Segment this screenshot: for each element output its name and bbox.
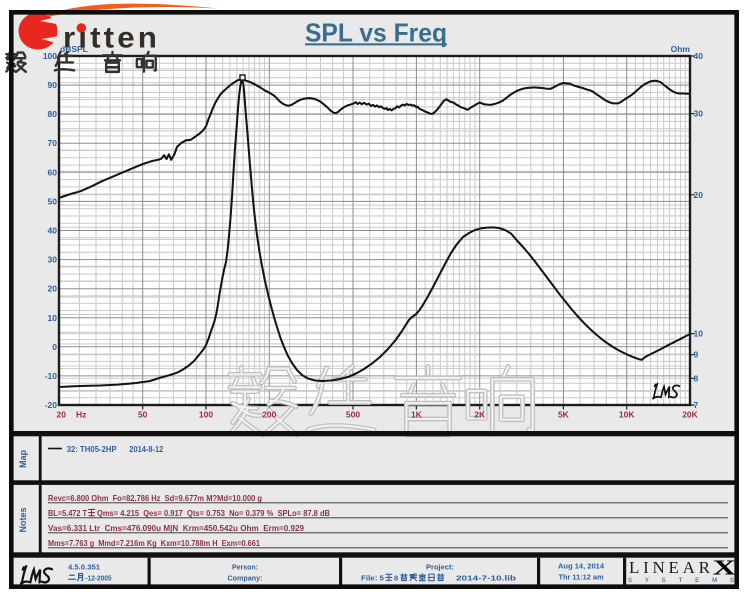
svg-text:20: 20 <box>57 409 67 419</box>
svg-text:Hz: Hz <box>76 409 86 419</box>
svg-text:500: 500 <box>346 409 360 419</box>
svg-text:9: 9 <box>694 350 699 360</box>
svg-text:70: 70 <box>48 138 58 148</box>
svg-text:40: 40 <box>48 226 58 236</box>
svg-text:Ohm: Ohm <box>671 44 691 54</box>
svg-text:80: 80 <box>48 109 58 119</box>
svg-text:40: 40 <box>694 51 704 61</box>
svg-text:dBSPL: dBSPL <box>60 44 88 54</box>
svg-text:32: TH05-2HP: 32: TH05-2HP <box>67 444 117 454</box>
svg-text:Map: Map <box>18 449 28 468</box>
svg-text:200: 200 <box>262 409 276 419</box>
svg-text:5K: 5K <box>558 409 570 419</box>
svg-text:50: 50 <box>138 409 148 419</box>
svg-text:8: 8 <box>394 574 398 583</box>
svg-text:20: 20 <box>694 190 704 200</box>
svg-text:Vas=6.331 Ltr Cms=476.090u M|: Vas=6.331 Ltr Cms=476.090u M|N Krm=450.5… <box>48 523 304 533</box>
svg-text:X: X <box>713 556 737 580</box>
svg-text:Notes: Notes <box>18 507 28 532</box>
svg-text:1K: 1K <box>411 409 423 419</box>
svg-text:Mms=7.763 g Mmd=7.216m Kg Kx: Mms=7.763 g Mmd=7.216m Kg Kxm=10.788m H … <box>48 538 260 548</box>
svg-text:60: 60 <box>48 167 58 177</box>
svg-text:BL=5.472 T: BL=5.472 T <box>48 508 88 518</box>
svg-text:7: 7 <box>694 400 699 410</box>
svg-text:100: 100 <box>199 409 213 419</box>
svg-text:-20: -20 <box>45 400 58 410</box>
svg-text:90: 90 <box>48 80 58 90</box>
svg-text:Thr 11:12 am: Thr 11:12 am <box>559 573 604 582</box>
svg-text:-10: -10 <box>45 371 58 381</box>
svg-text:File: 5: File: 5 <box>361 574 384 583</box>
svg-text:30: 30 <box>694 109 704 119</box>
svg-text:Revc=6.800 Ohm Fo=82.786 Hz: Revc=6.800 Ohm Fo=82.786 Hz Sd=9.677m M?… <box>48 493 262 503</box>
svg-text:2014-8-12: 2014-8-12 <box>129 444 163 454</box>
svg-text:-12-2005: -12-2005 <box>86 574 112 583</box>
svg-text:Company:: Company: <box>228 574 263 583</box>
svg-text:2K: 2K <box>474 409 486 419</box>
svg-text:Project:: Project: <box>426 563 454 572</box>
svg-text:20: 20 <box>48 284 58 294</box>
svg-text:10K: 10K <box>619 409 635 419</box>
svg-text:10: 10 <box>694 329 704 339</box>
svg-text:rıtten: rıtten <box>63 22 160 55</box>
svg-text:Qms= 4.215 Qes= 0.917 Qts= 0: Qms= 4.215 Qes= 0.917 Qts= 0.753 No= 0.3… <box>97 508 330 518</box>
svg-text:10: 10 <box>48 313 58 323</box>
svg-text:Aug 14, 2014: Aug 14, 2014 <box>558 562 605 571</box>
svg-text:20K: 20K <box>682 409 698 419</box>
svg-text:8: 8 <box>694 373 699 383</box>
svg-text:50: 50 <box>48 196 58 206</box>
svg-text:SPL vs Freq: SPL vs Freq <box>305 18 447 48</box>
svg-text:2014-7-10.lib: 2014-7-10.lib <box>456 574 517 583</box>
svg-text:100: 100 <box>43 51 57 61</box>
svg-text:30: 30 <box>48 255 58 265</box>
svg-text:S Y S T E M S: S Y S T E M S <box>628 578 734 584</box>
svg-text:Person:: Person: <box>232 563 258 572</box>
svg-text:4.5.0.351: 4.5.0.351 <box>68 563 100 572</box>
svg-text:0: 0 <box>52 342 57 352</box>
